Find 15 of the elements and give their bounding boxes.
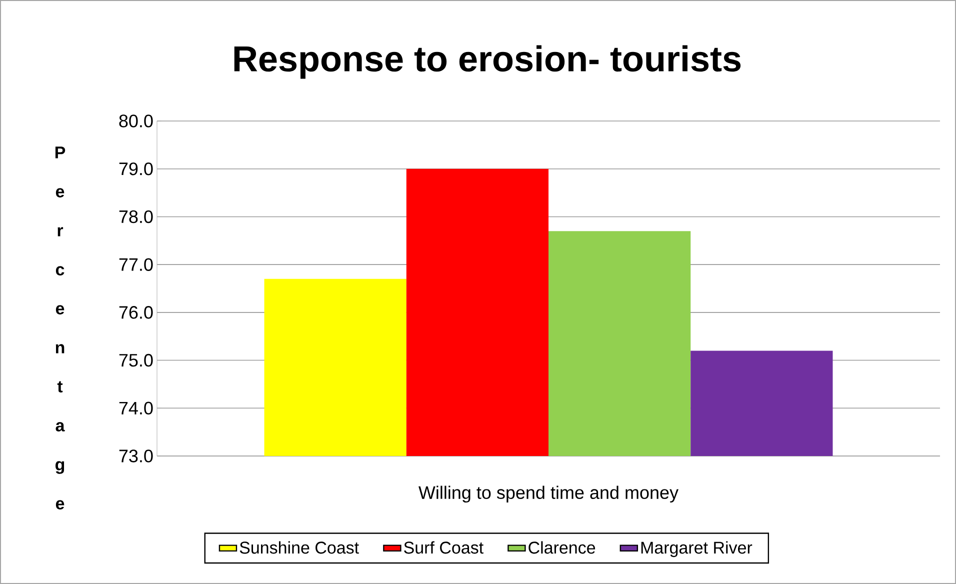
y-tick-label: 77.0 xyxy=(119,258,153,271)
text: Percentage xyxy=(55,146,66,510)
y-tick-label: 74.0 xyxy=(119,402,153,415)
legend-label: Surf Coast xyxy=(404,541,484,554)
y-tick-label: 80.0 xyxy=(119,114,153,128)
y-tick-label: 78.0 xyxy=(119,210,153,224)
y-tick-label: 75.0 xyxy=(119,354,153,367)
legend-label: Clarence xyxy=(528,541,596,554)
x-tick-label: Willing to spend time and money xyxy=(418,486,678,503)
y-tick-label: 73.0 xyxy=(119,450,153,462)
legend-label: Sunshine Coast xyxy=(240,541,359,554)
y-tick-label: 76.0 xyxy=(119,306,153,319)
chart-title: Response to erosion- tourists xyxy=(234,45,741,79)
legend-label: Margaret River xyxy=(641,541,752,558)
y-tick-label: 79.0 xyxy=(119,162,153,176)
